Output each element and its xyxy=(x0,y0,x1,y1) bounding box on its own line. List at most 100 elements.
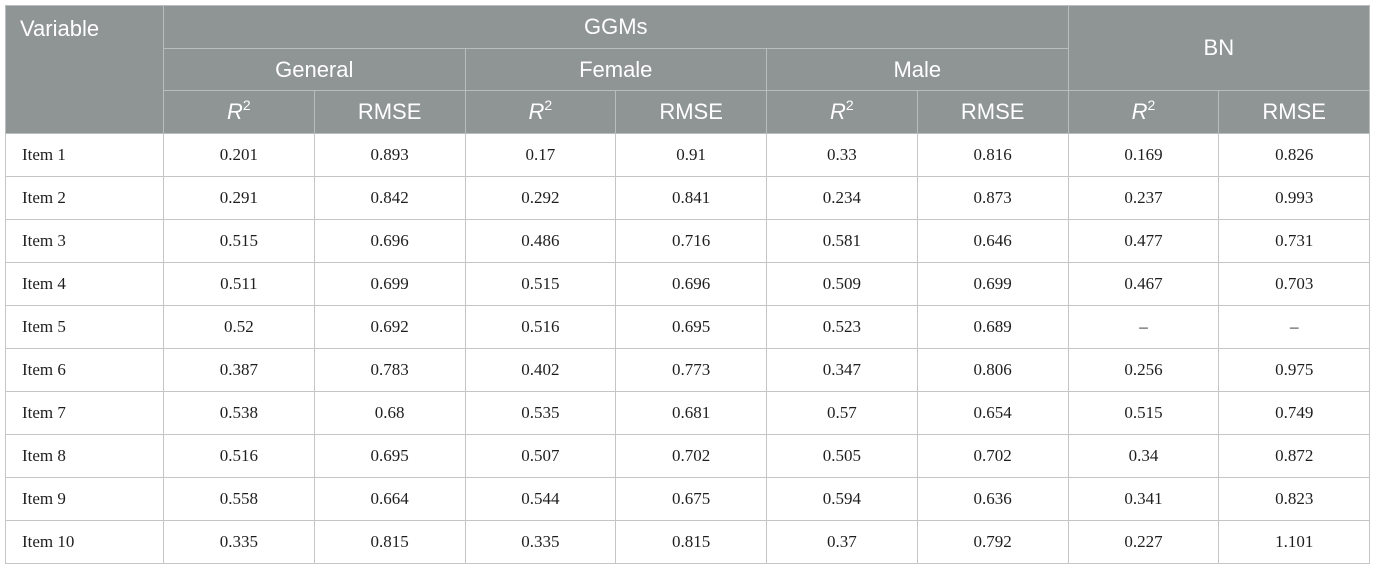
value-cell: 0.696 xyxy=(615,262,767,306)
value-cell: 0.34 xyxy=(1067,434,1220,478)
value-cell: 0.507 xyxy=(464,434,617,478)
value-cell: 0.535 xyxy=(464,391,617,435)
r2-symbol: R xyxy=(830,99,846,124)
metric-header-row: R2 RMSE R2 RMSE R2 RMSE R2 RMSE xyxy=(6,90,1371,134)
value-cell: 0.511 xyxy=(163,262,315,306)
r2-superscript: 2 xyxy=(242,97,251,113)
value-cell: 0.842 xyxy=(313,176,466,220)
r2-superscript: 2 xyxy=(544,97,553,113)
value-cell: 0.783 xyxy=(313,348,466,392)
item-label: Item 6 xyxy=(5,348,164,392)
value-cell: 0.681 xyxy=(615,391,767,435)
ggms-header: GGMs xyxy=(163,5,1069,49)
value-cell: 0.695 xyxy=(615,305,767,349)
value-cell: 0.636 xyxy=(916,477,1069,521)
value-cell: 0.792 xyxy=(916,520,1069,564)
value-cell: 0.699 xyxy=(916,262,1069,306)
general-header: General xyxy=(163,48,466,91)
value-cell: 0.335 xyxy=(163,520,315,564)
value-cell: 0.664 xyxy=(313,477,466,521)
value-cell: 0.291 xyxy=(163,176,315,220)
value-cell: 0.91 xyxy=(615,133,767,177)
results-table-container: Variable GGMs BN General Female Male R2 R… xyxy=(5,5,1371,564)
table-row: Item 2 0.291 0.842 0.292 0.841 0.234 0.873 0.23… xyxy=(5,176,1371,220)
value-cell: 0.402 xyxy=(464,348,617,392)
table-body: Item 1 0.201 0.893 0.17 0.91 0.33 0.816 0.169 0.… xyxy=(5,133,1371,564)
value-cell: 0.68 xyxy=(313,391,466,435)
value-cell: 0.702 xyxy=(916,434,1069,478)
r2-superscript: 2 xyxy=(1147,97,1156,113)
female-rmse-header: RMSE xyxy=(615,90,767,134)
value-cell: 0.558 xyxy=(163,477,315,521)
r2-symbol: R xyxy=(1131,99,1148,124)
table-row: Item 9 0.558 0.664 0.544 0.675 0.594 0.636 0.34… xyxy=(5,477,1371,521)
value-cell: 0.237 xyxy=(1067,176,1220,220)
value-cell: 0.815 xyxy=(313,520,466,564)
value-cell: 0.17 xyxy=(464,133,617,177)
item-label: Item 1 xyxy=(5,133,164,177)
value-cell: 0.749 xyxy=(1218,391,1371,435)
r2-symbol: R xyxy=(528,99,545,124)
general-r2-header: R2 xyxy=(163,90,315,134)
value-cell: 0.773 xyxy=(615,348,767,392)
value-cell: 0.695 xyxy=(313,434,466,478)
value-cell: 0.581 xyxy=(766,219,918,263)
value-cell: 0.993 xyxy=(1218,176,1371,220)
value-cell: 0.387 xyxy=(163,348,315,392)
item-label: Item 9 xyxy=(5,477,164,521)
bn-r2-header: R2 xyxy=(1067,90,1220,134)
value-cell: 0.975 xyxy=(1218,348,1371,392)
r2-superscript: 2 xyxy=(845,97,854,113)
value-cell: 0.477 xyxy=(1067,219,1220,263)
value-cell: – xyxy=(1218,305,1371,349)
item-label: Item 8 xyxy=(5,434,164,478)
model-fit-table: Variable GGMs BN General Female Male R2 R… xyxy=(5,5,1371,564)
value-cell: 0.646 xyxy=(916,219,1069,263)
value-cell: 0.893 xyxy=(313,133,466,177)
value-cell: 0.816 xyxy=(916,133,1069,177)
value-cell: 0.696 xyxy=(313,219,466,263)
value-cell: 0.234 xyxy=(766,176,918,220)
value-cell: 0.516 xyxy=(163,434,315,478)
item-label: Item 2 xyxy=(5,176,164,220)
table-row: Item 7 0.538 0.68 0.535 0.681 0.57 0.654 0.515 0… xyxy=(5,391,1371,435)
item-label: Item 10 xyxy=(5,520,164,564)
item-label: Item 7 xyxy=(5,391,164,435)
value-cell: 0.486 xyxy=(464,219,617,263)
value-cell: 0.702 xyxy=(615,434,767,478)
value-cell: 0.594 xyxy=(766,477,918,521)
value-cell: 0.538 xyxy=(163,391,315,435)
value-cell: 0.544 xyxy=(464,477,617,521)
value-cell: 0.731 xyxy=(1218,219,1371,263)
item-label: Item 3 xyxy=(5,219,164,263)
value-cell: 0.826 xyxy=(1218,133,1371,177)
bn-header: BN xyxy=(1067,5,1371,91)
value-cell: 0.33 xyxy=(766,133,918,177)
male-header: Male xyxy=(766,48,1069,91)
value-cell: 0.815 xyxy=(615,520,767,564)
value-cell: 0.169 xyxy=(1067,133,1220,177)
item-label: Item 4 xyxy=(5,262,164,306)
value-cell: 0.823 xyxy=(1218,477,1371,521)
value-cell: 0.505 xyxy=(766,434,918,478)
value-cell: 0.467 xyxy=(1067,262,1220,306)
value-cell: 0.201 xyxy=(163,133,315,177)
value-cell: 0.37 xyxy=(766,520,918,564)
male-r2-header: R2 xyxy=(766,90,918,134)
value-cell: 0.516 xyxy=(464,305,617,349)
r2-symbol: R xyxy=(227,99,243,124)
female-r2-header: R2 xyxy=(464,90,617,134)
value-cell: 0.509 xyxy=(766,262,918,306)
value-cell: 0.699 xyxy=(313,262,466,306)
female-header: Female xyxy=(464,48,767,91)
value-cell: 0.806 xyxy=(916,348,1069,392)
general-rmse-header: RMSE xyxy=(313,90,466,134)
table-row: Item 4 0.511 0.699 0.515 0.696 0.509 0.699 0.46… xyxy=(5,262,1371,306)
value-cell: 0.515 xyxy=(1067,391,1220,435)
variable-header: Variable xyxy=(5,5,164,134)
table-row: Item 10 0.335 0.815 0.335 0.815 0.37 0.792 0.22… xyxy=(5,520,1371,564)
value-cell: 0.335 xyxy=(464,520,617,564)
value-cell: 1.101 xyxy=(1218,520,1371,564)
table-row: Item 6 0.387 0.783 0.402 0.773 0.347 0.806 0.25… xyxy=(5,348,1371,392)
value-cell: 0.523 xyxy=(766,305,918,349)
